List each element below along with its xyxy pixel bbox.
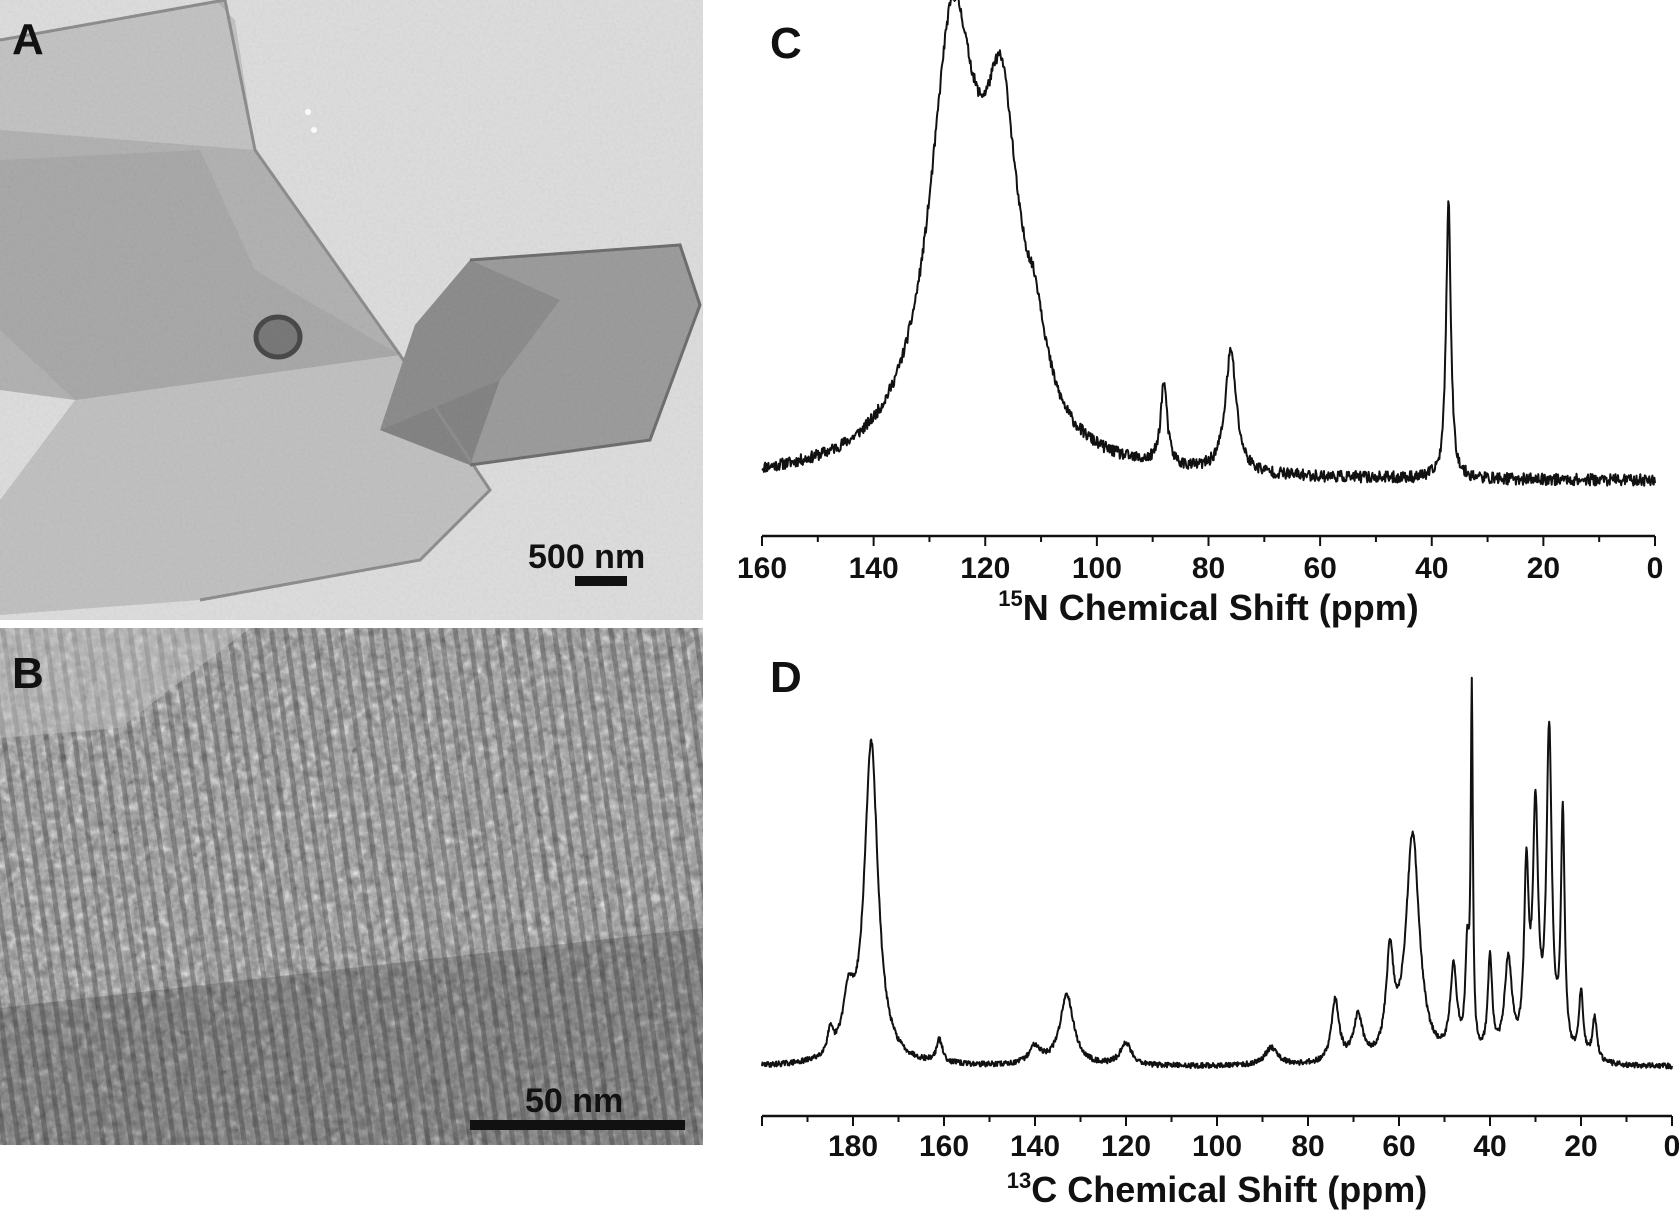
- x-tick-label: 0: [1647, 552, 1664, 585]
- x-axis-title: 13C Chemical Shift (ppm): [1007, 1168, 1428, 1210]
- x-axis-title-main: C Chemical Shift (ppm): [1031, 1169, 1427, 1210]
- x-tick-label: 40: [1473, 1130, 1506, 1163]
- scale-label-b: 50 nm: [525, 1082, 624, 1120]
- x-tick-label: 80: [1291, 1130, 1324, 1163]
- scale-bar-b: [470, 1120, 685, 1130]
- panel-letter-b: B: [12, 649, 44, 698]
- x-tick-label: 160: [919, 1130, 969, 1163]
- x-tick-label: 140: [1010, 1130, 1060, 1163]
- x-tick-label: 80: [1192, 552, 1225, 585]
- tem-image-b-drawing: [0, 628, 703, 1145]
- x-tick-label: 20: [1527, 552, 1560, 585]
- panel-letter-a: A: [12, 15, 44, 64]
- particle: [253, 314, 303, 360]
- tem-image-a-drawing: [0, 0, 703, 620]
- x-tick-label: 120: [960, 552, 1010, 585]
- x-axis-title: 15N Chemical Shift (ppm): [998, 586, 1419, 628]
- spectrum-line: [761, 676, 1673, 1070]
- x-tick-label: 0: [1664, 1130, 1679, 1163]
- spectrum-line: [761, 0, 1656, 487]
- panel-letter-c: C: [770, 19, 802, 68]
- x-tick-label: 20: [1564, 1130, 1597, 1163]
- x-tick-label: 40: [1415, 552, 1448, 585]
- x-tick-label: 140: [849, 552, 899, 585]
- x-tick-label: 180: [828, 1130, 878, 1163]
- x-tick-label: 60: [1303, 552, 1336, 585]
- x-tick-label: 100: [1072, 552, 1122, 585]
- tem-image-a: A 500 nm: [0, 0, 703, 620]
- tem-image-b: B 50 nm: [0, 628, 703, 1145]
- x-axis-title-main: N Chemical Shift (ppm): [1023, 587, 1419, 628]
- chart-c-n15: 160 140 120 100 80 60 40 20 0 15N Chemical Shift …: [737, 0, 1663, 628]
- x-axis-title-sup: 15: [998, 586, 1022, 611]
- x-axis-title-sup: 13: [1007, 1168, 1031, 1193]
- scale-bar-a: [575, 576, 627, 586]
- chart-d-c13: 180 160 140 120 100 80 60 40 20 0 13C Chemical Shi…: [761, 676, 1679, 1210]
- flake-lower: [0, 355, 490, 615]
- panel-letter-d: D: [770, 653, 802, 702]
- x-tick-label: 160: [737, 552, 787, 585]
- scale-label-a: 500 nm: [528, 538, 646, 576]
- x-tick-label: 60: [1382, 1130, 1415, 1163]
- x-tick-label: 120: [1101, 1130, 1151, 1163]
- x-tick-label: 100: [1192, 1130, 1242, 1163]
